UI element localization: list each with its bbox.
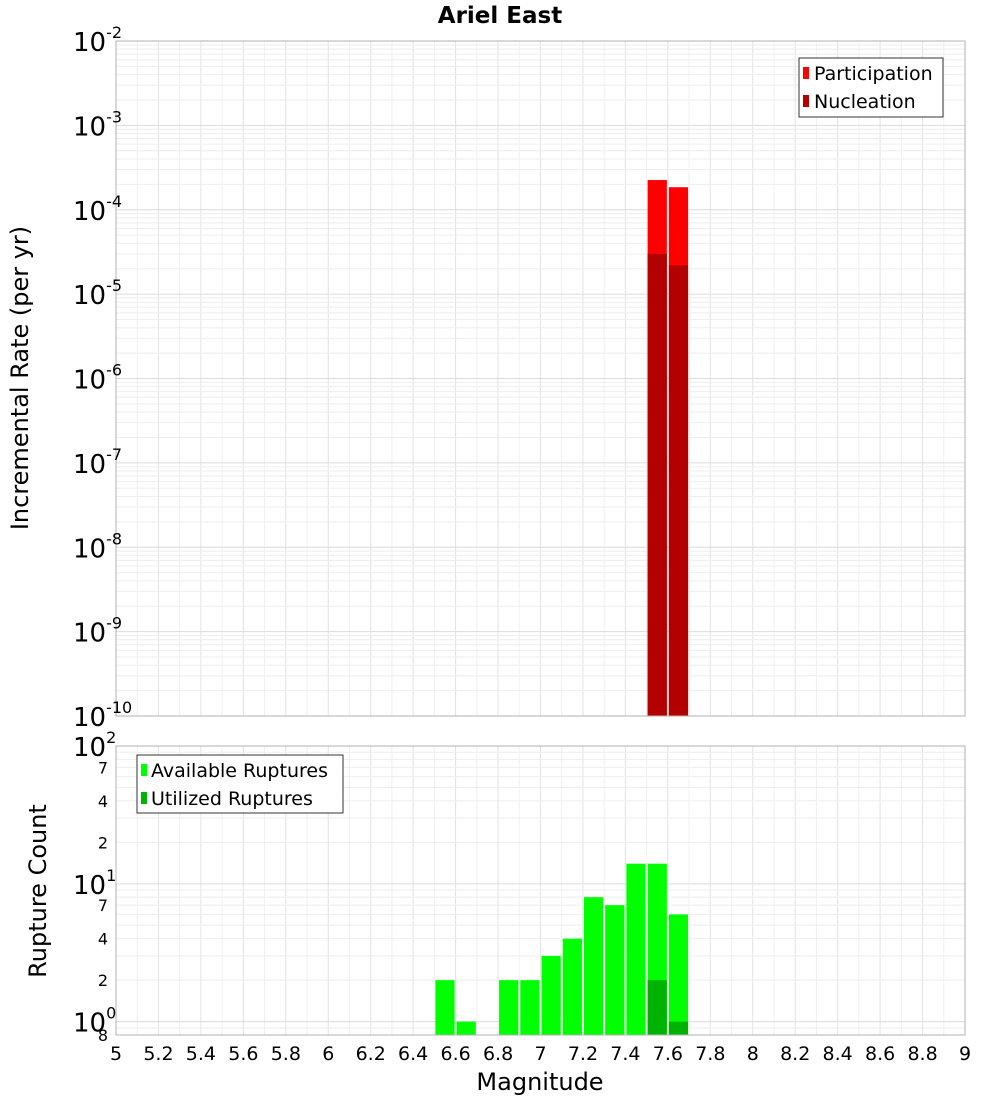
bottom-legend-box — [136, 754, 344, 814]
x-tick-label: 5.2 — [143, 1043, 173, 1065]
available-ruptures-bar — [520, 980, 540, 1035]
top-legend: Participation Nucleation — [798, 57, 944, 118]
bottom-y-minor-tick-label: 2 — [98, 833, 108, 852]
x-tick-label: 7 — [534, 1043, 546, 1065]
top-legend-box — [798, 57, 944, 118]
x-tick-label: 6 — [322, 1043, 334, 1065]
rupture-count-axis-label: Rupture Count — [24, 804, 52, 978]
top-y-tick-label: 10-5 — [73, 276, 122, 311]
top-legend-swatch — [803, 95, 809, 107]
nucleation-bar — [647, 253, 667, 716]
x-tick-label: 8.4 — [823, 1043, 853, 1065]
bottom-y-minor-tick-label: 4 — [98, 930, 108, 949]
x-tick-label: 9 — [959, 1043, 971, 1065]
bottom-y-tick-label: 102 — [73, 728, 116, 763]
x-tick-label: 8.8 — [907, 1043, 937, 1065]
incremental-rate-axis-label: Incremental Rate (per yr) — [6, 226, 34, 530]
bottom-y-minor-tick-label: 2 — [98, 971, 108, 990]
bottom-plot-border — [115, 745, 966, 1036]
x-tick-label: 7.6 — [653, 1043, 683, 1065]
bottom-legend-swatch — [141, 792, 147, 804]
x-tick-label: 5.4 — [186, 1043, 216, 1065]
bottom-y-minor-tick-label: 8 — [98, 1026, 108, 1045]
chart-title: Ariel East — [438, 3, 562, 29]
bottom-y-tick-label: 100 — [73, 1004, 116, 1039]
top-y-tick-label: 10-10 — [73, 698, 132, 733]
top-legend-label: Participation — [814, 63, 933, 85]
x-tick-label: 7.4 — [610, 1043, 640, 1065]
rupture-count-panel: 100 101 102 8 2 4 7 2 4 7 5 5.2 5.4 5.6 5.8 6 6.2 6.4 6.6 6… — [73, 728, 971, 1065]
x-tick-label: 5.8 — [271, 1043, 301, 1065]
available-ruptures-bar — [435, 980, 455, 1035]
top-y-tick-label: 10-8 — [73, 529, 122, 564]
available-ruptures-bar — [583, 897, 604, 1035]
incremental-rate-panel: 10-10 10-9 10-8 10-7 10-6 10-5 10-4 10-3 10-2 Par… — [73, 23, 966, 733]
bottom-y-minor-tick-label: 7 — [98, 896, 108, 915]
available-ruptures-bar — [456, 1021, 476, 1035]
bottom-legend-label: Available Ruptures — [151, 760, 328, 782]
utilized-ruptures-bar — [668, 1021, 689, 1035]
top-legend-label: Nucleation — [814, 91, 916, 113]
bottom-y-minor-tick-label: 4 — [98, 792, 108, 811]
x-tick-label: 6.8 — [483, 1043, 513, 1065]
top-y-tick-label: 10-4 — [73, 192, 122, 227]
available-ruptures-bar — [605, 905, 625, 1035]
x-tick-label: 6.2 — [356, 1043, 386, 1065]
top-y-tick-label: 10-2 — [73, 23, 122, 58]
available-ruptures-bar — [541, 955, 561, 1035]
x-tick-label: 5.6 — [228, 1043, 258, 1065]
top-legend-swatch — [803, 67, 809, 79]
x-tick-label: 8.2 — [780, 1043, 810, 1065]
bottom-legend-label: Utilized Ruptures — [151, 788, 313, 810]
bottom-y-tick-label: 101 — [73, 866, 116, 901]
x-tick-label: 6.4 — [398, 1043, 428, 1065]
bottom-y-minor-tick-label: 7 — [98, 758, 108, 777]
top-plot-border — [115, 40, 966, 717]
nucleation-bar — [668, 265, 689, 716]
top-y-tick-label: 10-3 — [73, 107, 122, 142]
utilized-ruptures-bar — [647, 980, 667, 1035]
available-ruptures-bar — [562, 938, 582, 1035]
x-tick-label: 8.6 — [865, 1043, 895, 1065]
x-tick-label: 8 — [747, 1043, 759, 1065]
top-y-tick-label: 10-6 — [73, 361, 122, 396]
top-y-tick-label: 10-9 — [73, 614, 122, 649]
x-tick-label: 7.2 — [568, 1043, 598, 1065]
x-tick-label: 5 — [110, 1043, 122, 1065]
x-tick-label: 6.6 — [440, 1043, 470, 1065]
magnitude-axis-label: Magnitude — [476, 1068, 603, 1096]
top-y-tick-label: 10-7 — [73, 445, 122, 480]
available-ruptures-bar — [626, 863, 646, 1035]
x-tick-label: 7.8 — [695, 1043, 725, 1065]
bottom-legend: Available Ruptures Utilized Ruptures — [136, 754, 344, 814]
available-ruptures-bar — [668, 914, 689, 1035]
available-ruptures-bar — [499, 980, 519, 1035]
bottom-legend-swatch — [141, 764, 147, 776]
